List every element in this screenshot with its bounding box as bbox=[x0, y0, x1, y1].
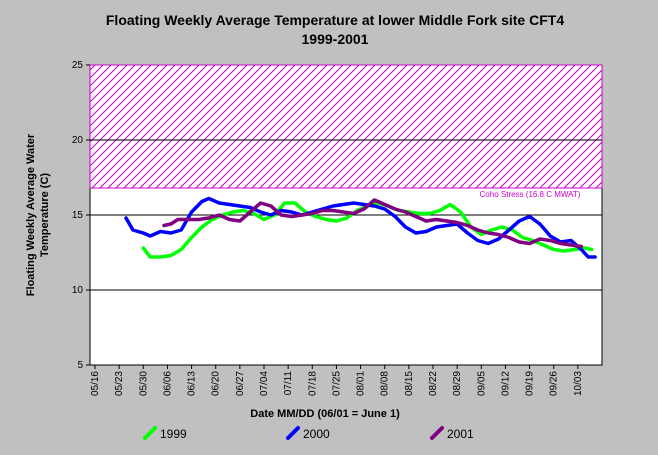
legend-label-2001: 2001 bbox=[447, 427, 474, 441]
legend-swatch-2001 bbox=[430, 426, 444, 440]
x-tick-label: 10/03 bbox=[573, 371, 584, 396]
x-tick-label: 09/12 bbox=[500, 371, 511, 396]
x-tick-label: 06/27 bbox=[235, 371, 246, 396]
threshold-band-rect bbox=[89, 64, 603, 189]
x-axis-label: Date MM/DD (06/01 = June 1) bbox=[250, 408, 400, 420]
x-tick-label: 08/01 bbox=[356, 371, 367, 396]
x-tick-label: 07/25 bbox=[331, 371, 342, 396]
series-line-2000 bbox=[124, 196, 597, 259]
legend: 1999 2000 2001 bbox=[143, 426, 474, 441]
x-tick-label: 08/22 bbox=[428, 371, 439, 396]
y-tick-label: 20 bbox=[72, 135, 84, 146]
legend-swatch-1999 bbox=[143, 426, 157, 440]
x-tick-label: 09/05 bbox=[476, 371, 487, 396]
series-group bbox=[124, 196, 597, 259]
x-tick-label: 05/16 bbox=[90, 371, 101, 396]
y-axis-label-line2: Temperature (C) bbox=[39, 173, 51, 257]
x-tick-label: 09/19 bbox=[525, 371, 536, 396]
x-tick-label: 05/23 bbox=[114, 371, 125, 396]
x-tick-label: 07/18 bbox=[307, 371, 318, 396]
y-tick-label: 10 bbox=[72, 285, 84, 296]
x-tick-label: 08/15 bbox=[404, 371, 415, 396]
legend-swatch-2000 bbox=[286, 426, 300, 440]
chart-title: Floating Weekly Average Temperature at l… bbox=[106, 12, 564, 28]
x-tick-label: 06/13 bbox=[187, 371, 198, 396]
y-axis-label-line1: Floating Weekly Average Water bbox=[25, 133, 37, 296]
x-tick-label: 06/20 bbox=[211, 371, 222, 396]
x-tick-label: 07/11 bbox=[283, 371, 294, 396]
chart-subtitle: 1999-2001 bbox=[302, 31, 369, 47]
x-tick-label: 08/29 bbox=[452, 371, 463, 396]
x-tick-label: 08/08 bbox=[380, 371, 391, 396]
y-tick-label: 5 bbox=[77, 360, 83, 371]
threshold-band bbox=[89, 64, 603, 189]
y-tick-label: 25 bbox=[72, 60, 84, 71]
series-line-2001 bbox=[162, 198, 584, 249]
axes: 5 10 15 20 25 05/16 05/23 05/30 06/06 06/13 06/20 0… bbox=[72, 60, 584, 396]
legend-label-1999: 1999 bbox=[160, 427, 187, 441]
x-tick-label: 06/06 bbox=[162, 371, 173, 396]
y-tick-label: 15 bbox=[72, 210, 84, 221]
x-tick-label: 07/04 bbox=[259, 371, 270, 396]
grid-lines bbox=[90, 139, 602, 291]
legend-label-2000: 2000 bbox=[303, 427, 330, 441]
x-tick-label: 05/30 bbox=[138, 371, 149, 396]
x-tick-label: 09/26 bbox=[549, 371, 560, 396]
threshold-label: Coho Stress (16.8 C MWAT) bbox=[480, 190, 581, 199]
